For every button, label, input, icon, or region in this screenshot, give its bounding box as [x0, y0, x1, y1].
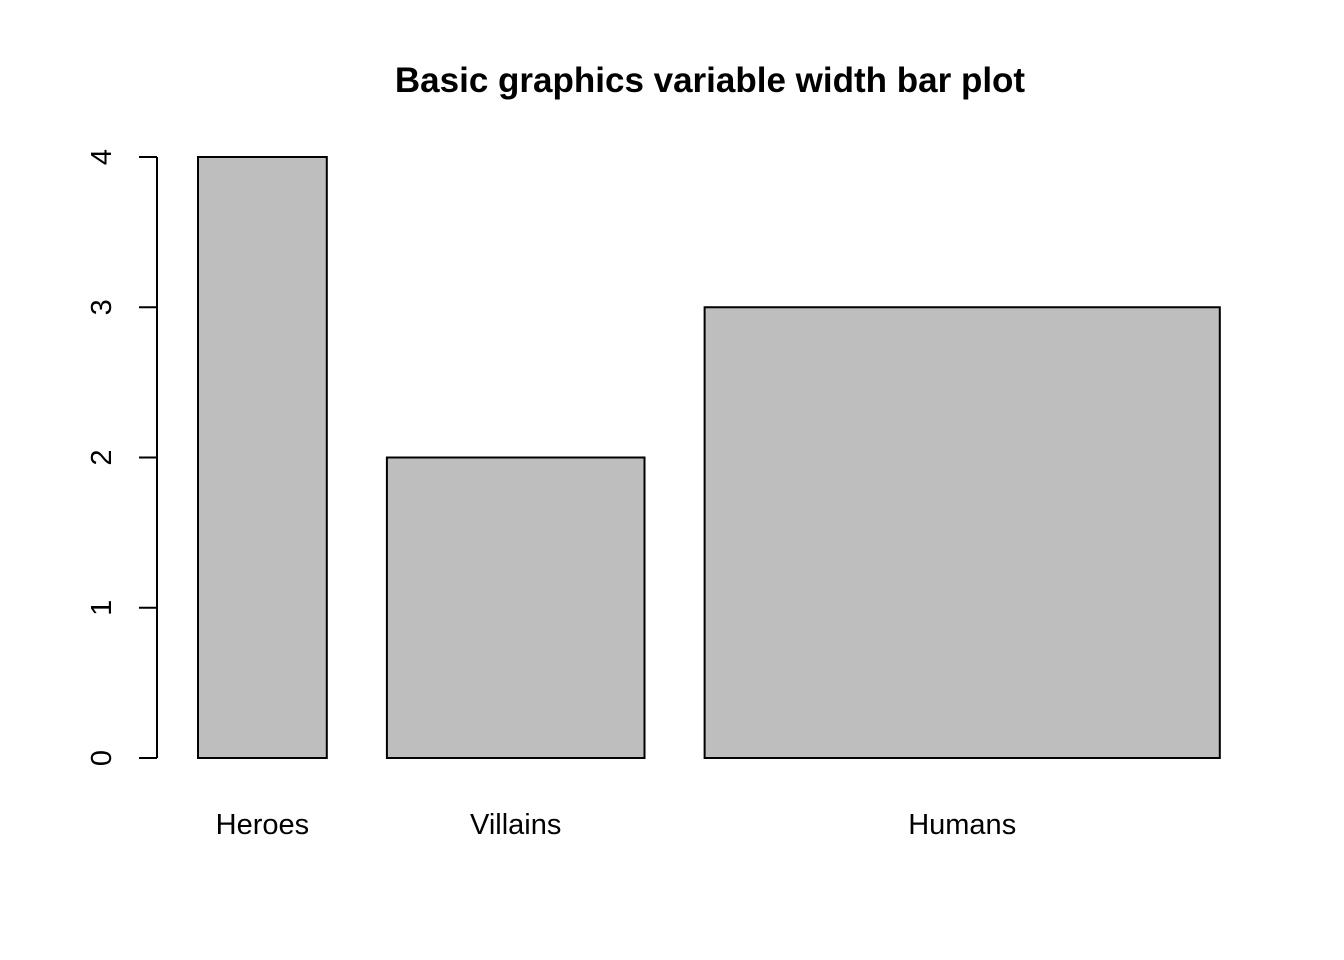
x-tick-label: Villains: [470, 809, 561, 841]
y-tick-label: 3: [86, 299, 118, 315]
x-axis-labels: Heroes Villains Humans: [216, 809, 1017, 841]
chart-title: Basic graphics variable width bar plot: [395, 61, 1026, 100]
x-tick-label: Humans: [908, 809, 1016, 841]
bar-humans: [703, 306, 1221, 759]
bar-heroes: [197, 156, 328, 759]
bars: [197, 156, 1221, 759]
y-axis: 0 1 2 3 4: [86, 149, 158, 766]
x-tick-label: Heroes: [216, 809, 310, 841]
bar-villains: [385, 456, 646, 759]
y-tick-label: 2: [86, 449, 118, 465]
y-tick-label: 0: [86, 750, 118, 766]
y-tick-label: 4: [86, 149, 118, 165]
y-tick-label: 1: [86, 600, 118, 616]
